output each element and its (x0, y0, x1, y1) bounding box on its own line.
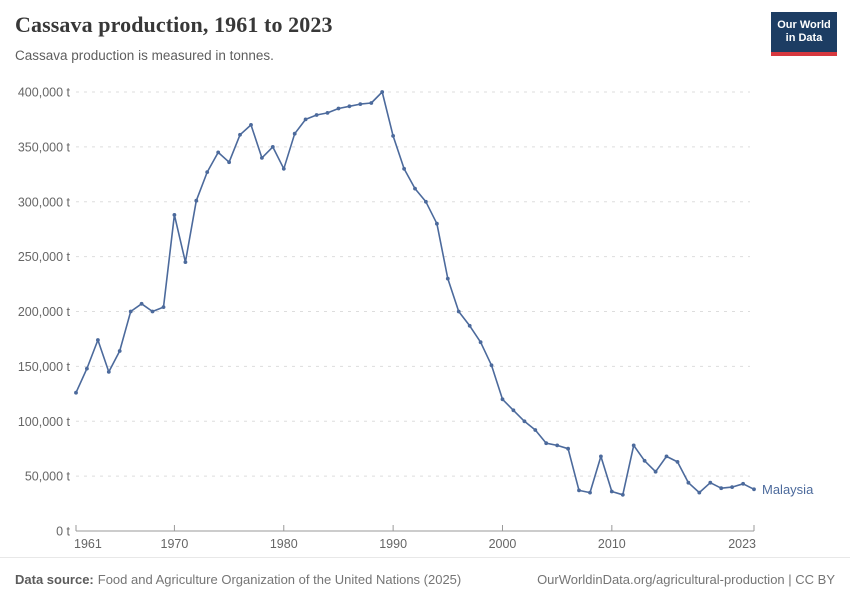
data-point-2017 (686, 480, 691, 485)
y-tick-label: 100,000 t (18, 415, 71, 429)
y-tick-label: 350,000 t (18, 140, 71, 154)
data-point-1998 (478, 340, 483, 345)
data-point-1988 (369, 101, 374, 105)
data-point-1975 (227, 160, 232, 165)
data-point-1991 (402, 166, 406, 171)
data-point-2020 (719, 486, 724, 491)
data-point-1978 (260, 156, 264, 160)
owid-link[interactable]: OurWorldinData.org/agricultural-producti… (537, 571, 835, 587)
data-point-2001 (511, 408, 516, 413)
data-point-1981 (292, 131, 297, 136)
series-label-malaysia[interactable]: Malaysia (762, 482, 814, 497)
data-point-1982 (303, 117, 308, 122)
data-point-1972 (194, 198, 199, 203)
data-point-2010 (609, 489, 614, 494)
data-point-1965 (117, 349, 122, 353)
y-tick-label: 200,000 t (18, 305, 71, 319)
data-point-1985 (336, 106, 341, 111)
x-tick-label: 2000 (489, 537, 517, 551)
data-point-1999 (489, 363, 494, 368)
x-tick-label: 2010 (598, 537, 626, 551)
data-point-2011 (620, 492, 625, 497)
y-tick-label: 250,000 t (18, 250, 71, 264)
data-point-1961 (74, 390, 78, 395)
data-point-2004 (544, 441, 549, 446)
data-point-2000 (500, 397, 505, 402)
data-point-2006 (566, 446, 570, 451)
data-point-2003 (533, 428, 538, 432)
data-point-2023 (752, 487, 756, 492)
y-tick-label: 150,000 t (18, 360, 71, 374)
data-point-1974 (216, 150, 221, 155)
x-tick-label: 2023 (728, 537, 756, 551)
data-point-1966 (128, 309, 133, 314)
y-tick-label: 400,000 t (18, 86, 71, 100)
data-point-1970 (172, 213, 177, 217)
data-point-1977 (249, 123, 253, 127)
x-tick-label: 1980 (270, 537, 298, 551)
y-tick-label: 300,000 t (18, 195, 71, 209)
data-line-malaysia (75, 91, 755, 496)
data-point-1976 (238, 132, 242, 137)
data-point-2005 (555, 443, 560, 448)
datasource-label: Data source: (15, 571, 94, 587)
datasource: Data source: Food and Agriculture Organiz… (15, 572, 461, 587)
data-point-1969 (161, 305, 166, 309)
data-point-1962 (85, 366, 89, 371)
data-point-1996 (456, 309, 461, 314)
data-point-2012 (631, 443, 636, 448)
data-point-1995 (445, 276, 450, 281)
data-point-1990 (391, 134, 395, 138)
data-point-2018 (697, 490, 702, 495)
data-point-1964 (106, 370, 111, 374)
data-point-1989 (380, 90, 385, 94)
data-point-2002 (522, 419, 527, 424)
data-point-2022 (741, 481, 745, 486)
data-point-1986 (347, 104, 352, 109)
data-point-2019 (708, 480, 713, 485)
owid-logo-line2: in Data (785, 32, 823, 44)
data-point-1984 (325, 111, 330, 115)
x-tick-label: 1970 (161, 537, 189, 551)
data-point-2007 (577, 488, 581, 493)
datasource-text: Food and Agriculture Organization of the… (97, 571, 462, 587)
y-tick-label: 0 t (56, 525, 70, 539)
data-point-1973 (205, 170, 210, 175)
data-point-1967 (139, 301, 144, 306)
footer: Data source: Food and Agriculture Organiz… (0, 557, 850, 600)
data-point-2015 (664, 454, 669, 459)
data-point-1971 (183, 260, 188, 264)
page-title: Cassava production, 1961 to 2023 (15, 12, 333, 37)
data-point-1994 (435, 221, 439, 226)
data-point-1963 (96, 338, 100, 342)
data-point-1992 (413, 186, 417, 191)
x-tick-label: 1961 (74, 537, 102, 551)
data-point-1997 (467, 323, 472, 328)
y-tick-label: 50,000 t (25, 470, 71, 484)
data-point-2021 (730, 485, 734, 489)
data-point-2009 (599, 454, 603, 459)
data-point-2014 (653, 469, 658, 474)
data-point-2008 (588, 490, 592, 495)
owid-logo-line1: Our World (777, 19, 831, 31)
data-point-2016 (675, 460, 680, 464)
data-point-2013 (642, 458, 647, 463)
data-point-1993 (424, 199, 428, 204)
data-point-1983 (314, 113, 319, 117)
x-tick-label: 1990 (379, 537, 407, 551)
owid-logo[interactable]: Our World in Data (771, 12, 837, 56)
chart-subtitle: Cassava production is measured in tonnes… (15, 48, 274, 63)
data-point-1987 (358, 102, 363, 106)
data-point-1979 (270, 145, 275, 149)
data-point-1980 (281, 166, 286, 171)
data-point-1968 (150, 309, 155, 314)
